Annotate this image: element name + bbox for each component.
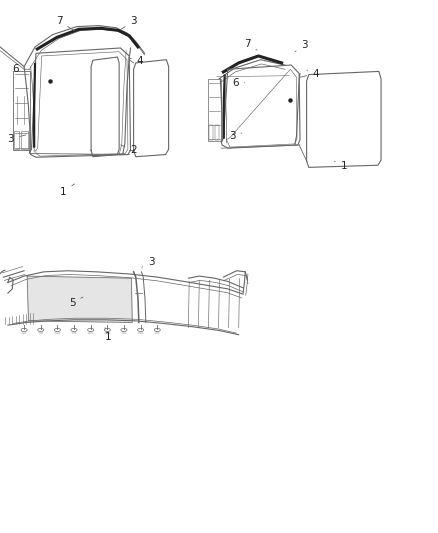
- Text: 3: 3: [295, 41, 308, 52]
- Text: 1: 1: [105, 328, 112, 342]
- Text: 3: 3: [7, 134, 26, 143]
- Bar: [13, 71, 30, 150]
- Text: 7: 7: [244, 39, 257, 50]
- Text: 2: 2: [121, 145, 137, 155]
- Bar: [215, 125, 219, 140]
- Text: 6: 6: [232, 78, 245, 87]
- Bar: [21, 131, 28, 149]
- Text: 1: 1: [60, 184, 74, 197]
- Text: 6: 6: [12, 64, 30, 74]
- Text: 3: 3: [120, 17, 137, 29]
- Text: 4: 4: [307, 69, 320, 78]
- Text: 5: 5: [69, 297, 83, 308]
- Text: 3: 3: [229, 131, 242, 141]
- Polygon shape: [27, 276, 132, 322]
- Bar: [14, 131, 19, 149]
- Text: 3: 3: [142, 257, 155, 268]
- Bar: [209, 125, 213, 140]
- Text: 7: 7: [56, 17, 74, 30]
- Text: 1: 1: [335, 161, 347, 171]
- Text: 4: 4: [129, 56, 144, 66]
- Bar: [208, 79, 221, 141]
